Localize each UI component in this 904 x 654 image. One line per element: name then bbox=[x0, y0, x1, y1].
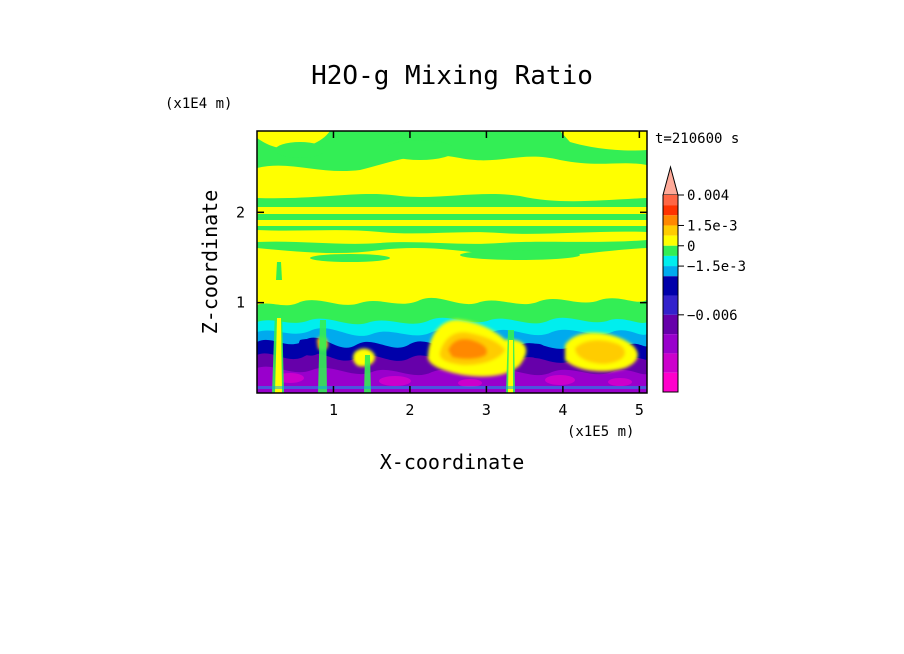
colorbar-swatch bbox=[663, 205, 678, 216]
colorbar: 0.004 1.5e-3 0 −1.5e-3 −0.006 bbox=[662, 165, 746, 393]
x-axis: 1 2 3 4 5 bbox=[329, 131, 644, 419]
y-tick-label: 2 bbox=[236, 203, 245, 221]
x-tick-label: 4 bbox=[558, 401, 567, 419]
colorbar-swatch bbox=[663, 334, 678, 354]
x-tick-label: 3 bbox=[482, 401, 491, 419]
colorbar-swatch bbox=[663, 255, 678, 267]
y-axis: 12 bbox=[236, 203, 647, 312]
x-tick-label: 5 bbox=[635, 401, 644, 419]
time-label: t=210600 s bbox=[655, 131, 739, 147]
y-scale-label: (x1E4 m) bbox=[165, 96, 232, 112]
colorbar-swatch bbox=[663, 225, 678, 236]
contour-field bbox=[257, 131, 647, 393]
colorbar-label: 1.5e-3 bbox=[687, 218, 738, 234]
x-scale-label: (x1E5 m) bbox=[567, 424, 634, 440]
y-axis-label: Z-coordinate bbox=[198, 190, 222, 335]
y-tick-label: 1 bbox=[236, 294, 245, 312]
x-axis-label: X-coordinate bbox=[380, 450, 525, 474]
colorbar-swatch bbox=[663, 314, 678, 335]
colorbar-frame bbox=[662, 195, 679, 393]
colorbar-swatch bbox=[663, 266, 678, 277]
colorbar-arrow bbox=[662, 165, 679, 196]
colorbar-swatch bbox=[663, 295, 678, 315]
colorbar-swatch bbox=[663, 235, 678, 246]
colorbar-label: 0.004 bbox=[687, 188, 729, 204]
colorbar-swatch bbox=[663, 372, 678, 392]
colorbar-swatch bbox=[663, 245, 678, 256]
x-tick-label: 1 bbox=[329, 401, 338, 419]
colorbar-label: −0.006 bbox=[687, 308, 738, 324]
colorbar-swatch bbox=[663, 215, 678, 226]
chart-title: H2O-g Mixing Ratio bbox=[311, 61, 593, 91]
colorbar-label: 0 bbox=[687, 239, 695, 255]
colorbar-swatch bbox=[663, 353, 678, 373]
colorbar-swatch bbox=[663, 195, 678, 206]
plot-frame bbox=[256, 130, 648, 394]
colorbar-swatch bbox=[663, 276, 678, 296]
colorbar-label: −1.5e-3 bbox=[687, 259, 746, 275]
x-tick-label: 2 bbox=[405, 401, 414, 419]
